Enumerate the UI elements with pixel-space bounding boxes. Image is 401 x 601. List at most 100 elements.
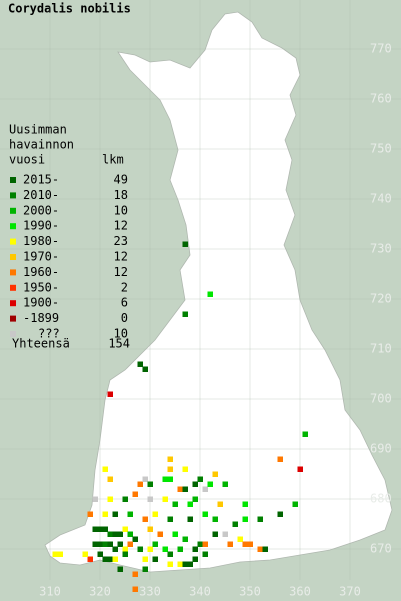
occurrence-square: [277, 511, 283, 517]
occurrence-square: [192, 481, 198, 487]
occurrence-square: [227, 541, 233, 547]
legend-swatch: [10, 223, 16, 230]
occurrence-square: [152, 511, 158, 517]
x-tick-label: 330: [139, 585, 161, 599]
occurrence-square: [162, 476, 168, 482]
legend-swatch: [10, 177, 16, 183]
occurrence-square: [167, 476, 173, 482]
occurrence-square: [167, 551, 173, 557]
occurrence-square: [107, 556, 113, 562]
y-tick-label: 720: [370, 292, 392, 306]
y-tick-label: 700: [370, 392, 392, 406]
occurrence-square: [302, 431, 308, 437]
total-count: 154: [108, 337, 130, 351]
occurrence-square: [152, 556, 158, 562]
occurrence-square: [132, 571, 138, 577]
occurrence-square: [202, 541, 208, 547]
y-tick-label: 760: [370, 92, 392, 106]
occurrence-square: [87, 511, 93, 517]
legend-label: 1900-: [23, 296, 59, 310]
legend-count: 10: [114, 203, 128, 217]
occurrence-square: [212, 531, 218, 537]
occurrence-square: [167, 516, 173, 522]
y-tick-label: 770: [370, 42, 392, 56]
legend-swatch: [10, 269, 16, 276]
occurrence-square: [127, 511, 133, 517]
occurrence-square: [132, 491, 138, 497]
occurrence-square: [187, 561, 193, 567]
legend-heading: Uusimman: [9, 123, 67, 137]
occurrence-square: [117, 566, 123, 572]
occurrence-square: [137, 361, 143, 367]
occurrence-square: [92, 496, 98, 502]
occurrence-square: [127, 531, 133, 537]
occurrence-square: [102, 556, 108, 562]
legend-count: 10: [114, 327, 128, 341]
occurrence-square: [122, 526, 128, 532]
total-label: Yhteensä: [12, 337, 70, 351]
occurrence-square: [212, 471, 218, 477]
occurrence-square: [102, 511, 108, 517]
occurrence-square: [257, 546, 263, 552]
legend-count: 12: [114, 219, 128, 233]
x-tick-label: 340: [189, 585, 211, 599]
occurrence-square: [167, 456, 173, 462]
occurrence-square: [187, 501, 193, 507]
legend-swatch: [10, 207, 16, 214]
legend-count: 49: [114, 173, 128, 187]
occurrence-square: [162, 546, 168, 552]
legend-swatch: [10, 331, 16, 337]
occurrence-square: [182, 486, 188, 492]
occurrence-square: [102, 466, 108, 472]
x-tick-label: 370: [339, 585, 361, 599]
occurrence-square: [232, 521, 238, 527]
legend-count: 2: [121, 280, 128, 294]
occurrence-square: [182, 311, 188, 317]
occurrence-square: [177, 546, 183, 552]
occurrence-square: [212, 516, 218, 522]
legend-count: 12: [114, 265, 128, 279]
occurrence-square: [242, 501, 248, 507]
y-tick-label: 710: [370, 342, 392, 356]
occurrence-square: [157, 531, 163, 537]
occurrence-square: [177, 486, 183, 492]
y-tick-label: 740: [370, 192, 392, 206]
occurrence-square: [112, 556, 118, 562]
legend-label: ???: [38, 327, 60, 341]
legend-count-heading: lkm: [102, 153, 124, 167]
occurrence-square: [217, 501, 223, 507]
occurrence-square: [202, 551, 208, 557]
occurrence-square: [92, 526, 98, 532]
occurrence-square: [112, 511, 118, 517]
occurrence-square: [147, 481, 153, 487]
legend-label: 1990-: [23, 219, 59, 233]
occurrence-square: [107, 496, 113, 502]
occurrence-square: [242, 541, 248, 547]
occurrence-square: [192, 556, 198, 562]
occurrence-square: [147, 546, 153, 552]
y-tick-label: 680: [370, 492, 392, 506]
legend-label: -1899: [23, 311, 59, 325]
occurrence-square: [197, 541, 203, 547]
legend-count: 18: [114, 188, 128, 202]
occurrence-square: [52, 551, 58, 557]
occurrence-square: [57, 551, 63, 557]
occurrence-square: [247, 541, 253, 547]
occurrence-square: [132, 586, 138, 592]
occurrence-square: [142, 566, 148, 572]
occurrence-square: [142, 516, 148, 522]
legend-heading: havainnon: [9, 138, 74, 152]
legend-swatch: [10, 315, 16, 322]
occurrence-square: [142, 556, 148, 562]
occurrence-square: [187, 516, 193, 522]
occurrence-square: [107, 391, 113, 397]
x-tick-label: 320: [89, 585, 111, 599]
occurrence-square: [182, 536, 188, 542]
occurrence-square: [162, 496, 168, 502]
occurrence-square: [102, 541, 108, 547]
occurrence-square: [202, 486, 208, 492]
occurrence-square: [142, 366, 148, 372]
occurrence-square: [237, 536, 243, 542]
occurrence-square: [172, 531, 178, 537]
occurrence-square: [137, 546, 143, 552]
